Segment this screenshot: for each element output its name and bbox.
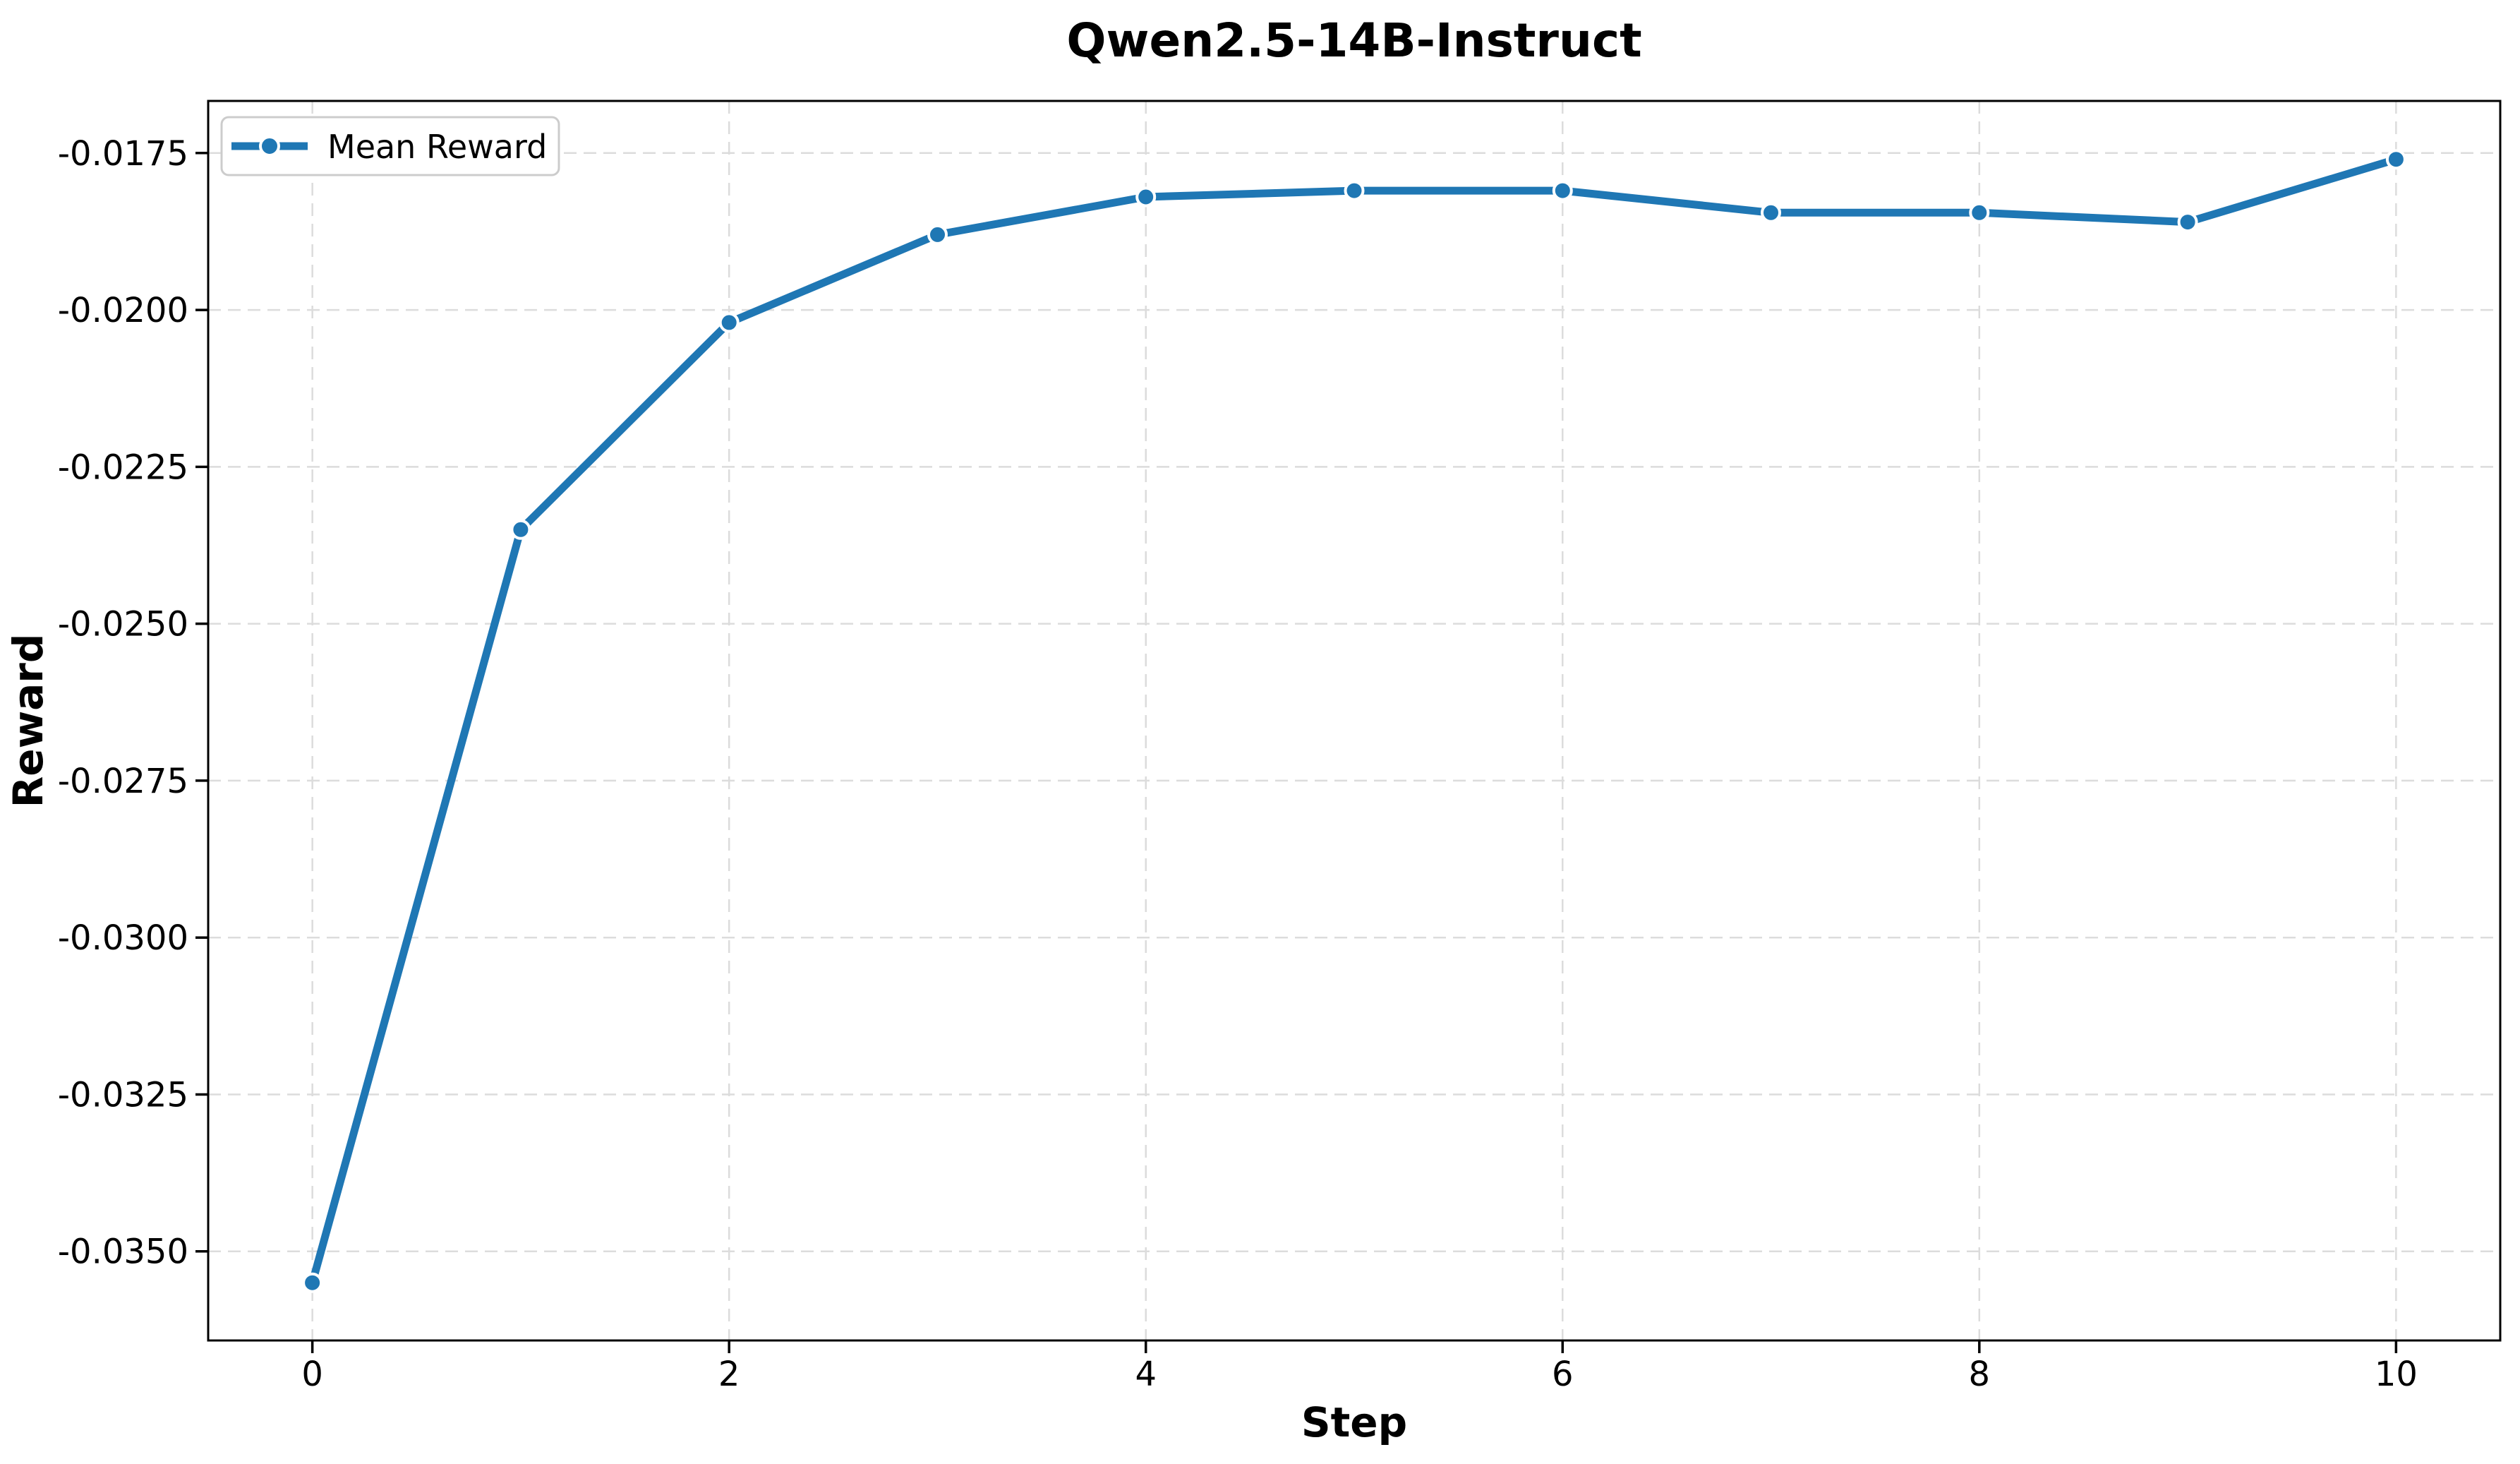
y-tick-label: -0.0250 (58, 605, 188, 644)
y-tick-label: -0.0350 (58, 1232, 188, 1272)
legend-marker-sample (259, 136, 280, 157)
data-point-marker (1135, 186, 1157, 208)
x-tick-label: 2 (718, 1355, 740, 1394)
data-point-marker (2177, 212, 2198, 233)
y-tick-label: -0.0275 (58, 762, 188, 801)
plot-border (207, 100, 2502, 1342)
x-tick-label: 8 (1969, 1355, 1991, 1394)
data-point-marker (718, 312, 740, 333)
y-tick-label: -0.0325 (58, 1075, 188, 1115)
data-point-marker (927, 224, 948, 245)
y-tick-label: -0.0225 (58, 448, 188, 487)
data-point-marker (1552, 180, 1573, 201)
tick-layer: 0 2 4 6 8 10 -0.0175 -0.0200 -0.0225 -0.0250 -0.02… (58, 134, 2418, 1394)
legend-box (220, 116, 560, 176)
legend: Mean Reward (220, 116, 560, 176)
y-tick-label: -0.0200 (58, 291, 188, 330)
data-point-marker (1969, 202, 1990, 223)
x-tick-label: 0 (301, 1355, 323, 1394)
data-point-marker (2385, 149, 2406, 170)
x-axis-label: Step (1301, 1398, 1407, 1446)
mean-reward-line (308, 155, 2400, 1287)
series-mean-reward (302, 149, 2406, 1293)
y-axis-label: Reward (4, 634, 52, 808)
y-tick-label: -0.0300 (58, 918, 188, 958)
data-point-marker (302, 1272, 323, 1293)
chart-title: Qwen2.5-14B-Instruct (1066, 13, 1641, 68)
y-tick-label: -0.0175 (58, 134, 188, 174)
data-point-marker (510, 519, 531, 540)
data-point-marker (1344, 180, 1365, 201)
data-point-marker (1761, 202, 1781, 223)
x-tick-label: 6 (1552, 1355, 1574, 1394)
x-tick-label: 10 (2375, 1355, 2418, 1394)
grid-layer (208, 101, 2500, 1340)
x-tick-label: 4 (1135, 1355, 1157, 1394)
legend-label: Mean Reward (327, 128, 547, 166)
